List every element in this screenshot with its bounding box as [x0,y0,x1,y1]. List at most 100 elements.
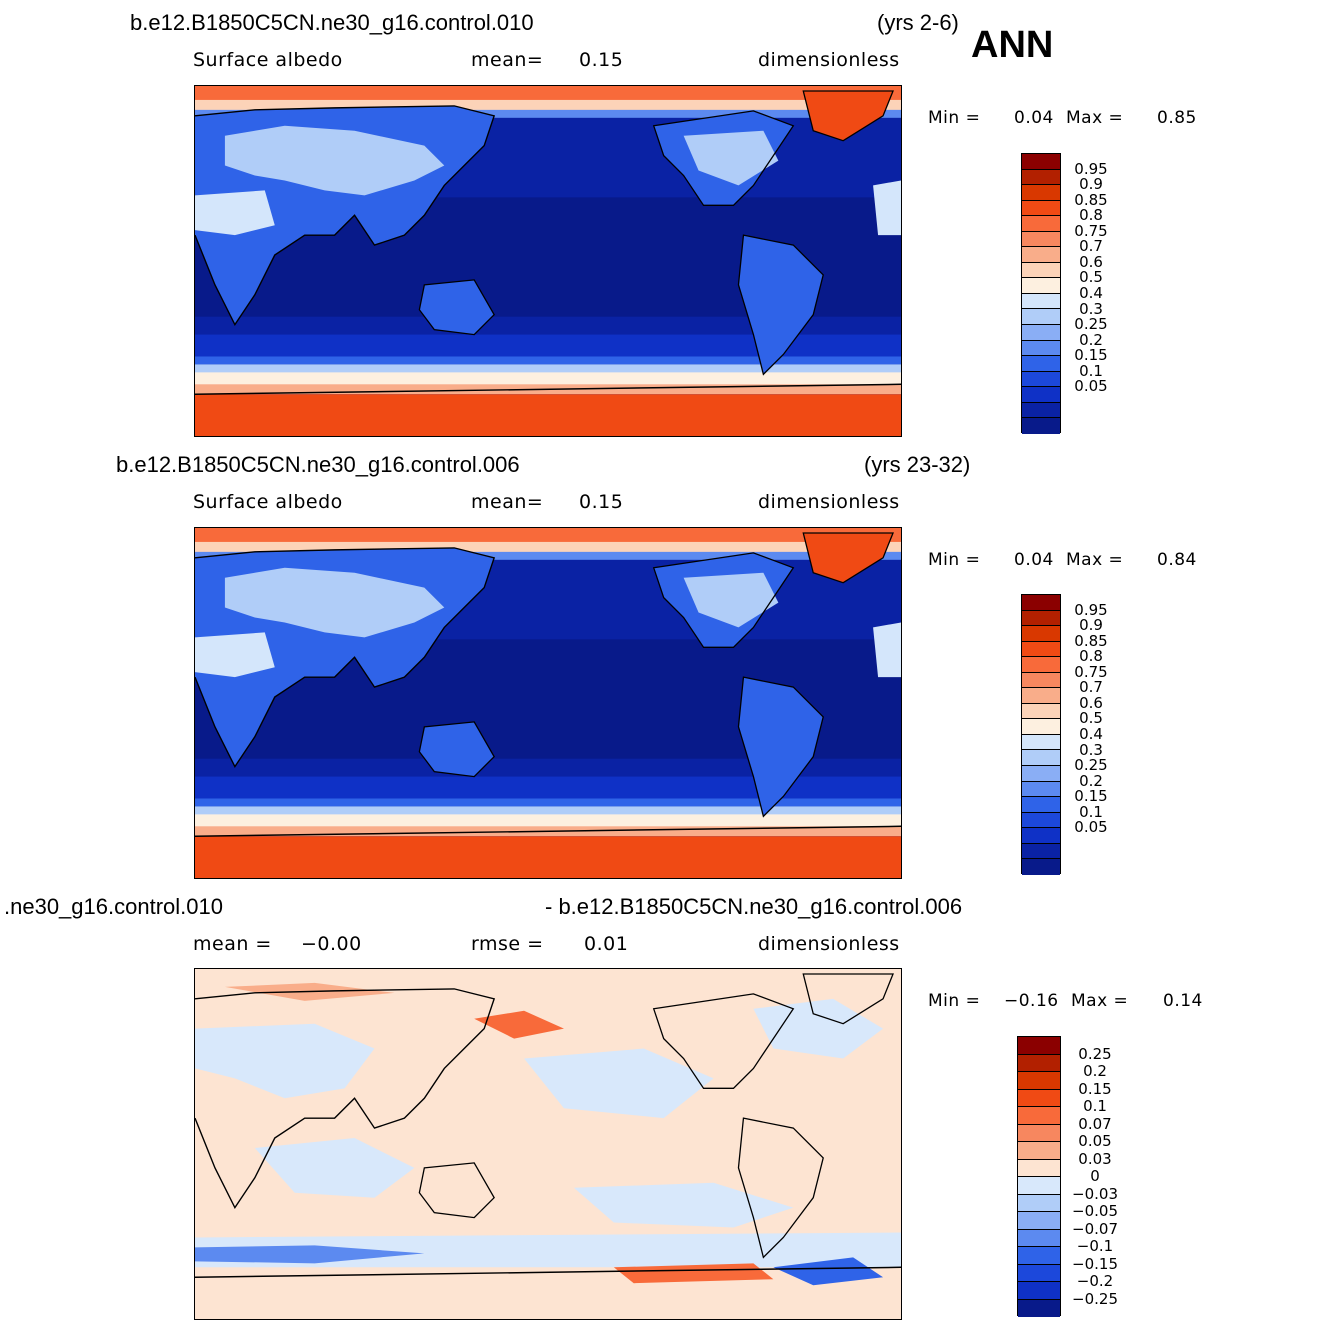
panel1-min-label: Min = [928,108,981,128]
panel1-colorbar [1021,153,1061,434]
colorbar-swatch [1022,231,1060,248]
colorbar-tick-label: 0.5 [1079,268,1103,287]
colorbar-tick-label: 0.2 [1079,330,1103,349]
colorbar-tick-label: −0.07 [1072,1219,1118,1238]
panel3-rmse-value: 0.01 [584,933,629,955]
panel2-units: dimensionless [758,491,900,513]
colorbar-swatch [1018,1229,1060,1247]
colorbar-tick-label: 0.75 [1074,221,1108,240]
colorbar-tick-label: −0.05 [1072,1202,1118,1220]
colorbar-tick-label: 0.8 [1079,647,1103,666]
colorbar-tick-label: −0.03 [1072,1184,1118,1203]
colorbar-tick-label: 0.6 [1079,693,1103,712]
colorbar-swatch [1022,371,1060,388]
colorbar-tick-label: 0.1 [1079,802,1103,821]
colorbar-swatch [1018,1159,1060,1177]
colorbar-tick-label: 0.15 [1078,1079,1112,1098]
colorbar-tick-label: 0.25 [1074,756,1108,775]
colorbar-swatch [1022,843,1060,860]
colorbar-swatch [1018,1054,1060,1072]
colorbar-tick-label: 0.4 [1079,725,1103,743]
season-label: ANN [971,24,1054,66]
colorbar-tick-label: 0.95 [1074,159,1108,178]
panel3-rmse-label: rmse = [471,933,544,955]
colorbar-swatch [1022,169,1060,186]
panel2-min-label: Min = [928,550,981,570]
colorbar-swatch [1018,1089,1060,1107]
colorbar-tick-label: 0.7 [1079,678,1103,697]
colorbar-swatch [1022,154,1060,170]
colorbar-tick-label: 0.1 [1079,361,1103,380]
colorbar-tick-label: 0.15 [1074,787,1108,806]
panel3-colorbar-labels: 0.25 0.2 0.15 0.1 0.07 0.05 0.03 0 −0.03 −0.05 −0.… [1070,1036,1122,1316]
panel2-years: (yrs 23-32) [864,452,971,477]
colorbar-swatch [1022,610,1060,627]
colorbar-swatch [1018,1037,1060,1055]
colorbar-tick-label: 0.05 [1078,1132,1112,1150]
colorbar-tick-label: 0.05 [1074,818,1108,837]
colorbar-tick-label: 0.85 [1074,631,1108,650]
panel1-colorbar-labels: 0.95 0.9 0.85 0.8 0.75 0.7 0.6 0.5 0.4 0.3 0.25 0.2… [1066,153,1118,433]
colorbar-swatch [1022,812,1060,829]
colorbar-tick-label: 0.3 [1079,299,1103,318]
panel2-colorbar-labels: 0.95 0.9 0.85 0.8 0.75 0.7 0.6 0.5 0.4 0.3 0.25 0.2… [1066,594,1118,874]
colorbar-swatch [1022,200,1060,217]
panel3-mean-label: mean = [193,933,272,955]
colorbar-tick-label: 0.1 [1083,1097,1107,1115]
colorbar-tick-label: 0.6 [1079,252,1103,271]
colorbar-swatch [1022,402,1060,419]
panel3-min-label: Min = [928,991,981,1011]
panel1-mean-value: 0.15 [579,49,624,71]
colorbar-tick-label: 0.25 [1078,1044,1112,1063]
colorbar-swatch [1022,781,1060,798]
colorbar-swatch [1022,293,1060,310]
colorbar-tick-label: 0.7 [1079,237,1103,256]
panel1-mean-label: mean= [471,49,544,71]
panel3-case-right: - b.e12.B1850C5CN.ne30_g16.control.006 [545,894,963,919]
colorbar-tick-label: 0.07 [1078,1114,1112,1133]
colorbar-swatch [1018,1194,1060,1212]
panel2-map [194,527,902,879]
colorbar-swatch [1018,1124,1060,1142]
panel1-map [194,85,902,437]
panel2-colorbar [1021,594,1061,875]
panel3-min-value: −0.16 [1004,991,1059,1011]
panel3-max-value: 0.14 [1163,991,1203,1011]
colorbar-tick-label: −0.1 [1076,1237,1114,1255]
colorbar-swatch [1022,247,1060,263]
colorbar-swatch [1022,828,1060,844]
colorbar-swatch [1018,1264,1060,1282]
colorbar-tick-label: 0.15 [1074,346,1108,365]
colorbar-tick-label: 0.05 [1074,377,1108,396]
colorbar-swatch [1022,216,1060,232]
panel1-units: dimensionless [758,49,900,71]
colorbar-tick-label: 0.85 [1074,190,1108,209]
colorbar-swatch [1022,185,1060,201]
colorbar-swatch [1022,672,1060,689]
colorbar-tick-label: 0.4 [1079,284,1103,302]
colorbar-swatch [1022,797,1060,813]
colorbar-swatch [1022,766,1060,782]
colorbar-tick-label: 0.3 [1079,740,1103,759]
colorbar-swatch [1022,719,1060,735]
colorbar-tick-label: 0.8 [1079,206,1103,225]
colorbar-tick-label: 0.25 [1074,315,1108,334]
colorbar-swatch [1022,418,1060,434]
colorbar-swatch [1018,1177,1060,1195]
colorbar-swatch [1022,309,1060,326]
panel3-colorbar [1017,1036,1061,1317]
colorbar-tick-label: 0 [1090,1167,1100,1185]
colorbar-tick-label: −0.15 [1072,1254,1118,1273]
panel2-mean-value: 0.15 [579,491,624,513]
colorbar-swatch [1022,657,1060,673]
colorbar-tick-label: 0.75 [1074,662,1108,681]
colorbar-tick-label: 0.2 [1083,1062,1107,1080]
colorbar-tick-label: 0.9 [1079,175,1103,194]
panel3-mean-value: −0.00 [301,933,362,955]
panel3-max-label: Max = [1071,991,1129,1011]
panel1-years: (yrs 2-6) [877,10,959,35]
panel2-case-title: b.e12.B1850C5CN.ne30_g16.control.006 [116,452,520,477]
colorbar-swatch [1022,595,1060,611]
panel1-case-title: b.e12.B1850C5CN.ne30_g16.control.010 [130,10,534,35]
colorbar-swatch [1018,1072,1060,1090]
